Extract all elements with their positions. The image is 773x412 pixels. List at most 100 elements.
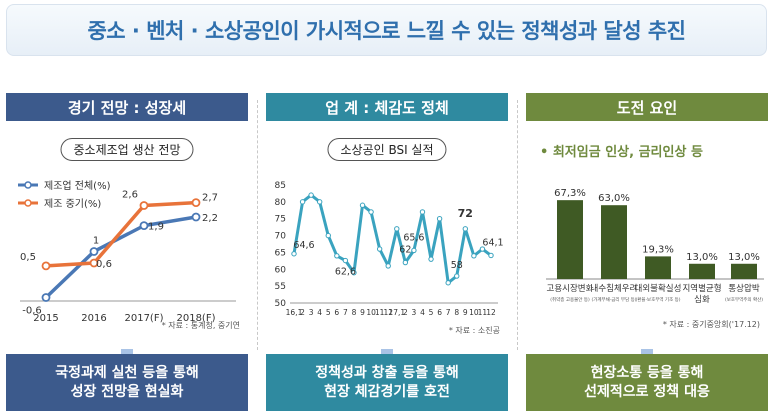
category-label: 내수침체우려 — [591, 283, 638, 294]
data-point — [445, 280, 451, 286]
data-point — [299, 199, 306, 205]
category-label: 지역별균형 — [682, 283, 721, 294]
data-point — [334, 253, 340, 259]
legend-marker — [24, 199, 32, 207]
bar-value-label: 13,0% — [686, 252, 718, 263]
bar — [645, 256, 671, 279]
column-header: 경기 전망 : 성장세 — [6, 93, 248, 121]
data-point — [488, 252, 494, 259]
y-tick-label: 70 — [275, 232, 287, 242]
data-point — [291, 251, 297, 257]
column-header: 업 계 : 체감도 정체 — [266, 93, 508, 121]
data-point — [89, 247, 99, 256]
bar — [601, 205, 627, 279]
source-note: * 자료 : 중기중앙회('17.12) — [662, 320, 760, 329]
category-sublabel: (환율·보호무역 기조 등) — [635, 296, 680, 303]
data-point — [402, 259, 409, 266]
x-tick-label: 2 — [300, 308, 305, 317]
bar-value-label: 19,3% — [642, 244, 674, 255]
x-tick-label: 3 — [412, 308, 417, 317]
data-label: 0,5 — [20, 252, 36, 263]
data-label: 64,1 — [482, 237, 503, 248]
data-point — [139, 201, 149, 210]
legend-marker — [24, 181, 32, 189]
x-tick-label: 6 — [334, 308, 339, 317]
x-tick-label: 3 — [309, 308, 314, 317]
data-label: 64,6 — [293, 240, 314, 251]
y-tick-label: 65 — [275, 248, 286, 258]
data-point — [351, 269, 357, 276]
data-label: 2,2 — [202, 213, 218, 224]
data-point — [394, 226, 400, 232]
footer-line: 성장 전망을 현실화 — [70, 383, 184, 400]
chart-title-pill: 소상공인 BSI 실적 — [327, 138, 447, 161]
x-tick-label: 4 — [420, 308, 425, 317]
data-label: 0,6 — [96, 259, 112, 270]
production-outlook-chart: 제조업 전체(%) 제조 중기(%) 2015 2016 2017(F) 2018(F) -… — [18, 179, 236, 324]
x-tick-label: 5 — [429, 308, 434, 317]
legend-label: 제조 중기(%) — [44, 198, 101, 210]
data-point — [479, 246, 486, 252]
column-industry: 업 계 : 체감도 정체 소상공인 BSI 실적 50 55 60 65 70 75 80 8… — [266, 93, 508, 411]
data-label: 58 — [451, 260, 463, 271]
x-tick-label: 6 — [437, 308, 442, 317]
x-tick-label: 16,1 — [286, 308, 303, 317]
bsi-line — [292, 193, 492, 285]
x-tick-label: 9 — [463, 308, 468, 317]
category-label: 심화 — [694, 294, 710, 305]
data-point — [316, 199, 323, 205]
bar — [557, 200, 583, 279]
footer-line: 국정과제 실천 등을 통해 — [55, 364, 199, 381]
data-point — [462, 226, 469, 232]
data-point — [359, 202, 366, 208]
footer-line: 정책성과 창출 등을 통해 — [315, 364, 459, 381]
data-label: 1,9 — [148, 222, 164, 233]
bar-value-label: 13,0% — [728, 252, 760, 263]
x-tick-label: 17,1 — [388, 308, 405, 317]
column-footer: 국정과제 실천 등을 통해 성장 전망을 현실화 — [6, 354, 248, 411]
industry-panel: 소상공인 BSI 실적 50 55 60 65 70 75 80 85 16,1 2 3 4 5 6 7 8 9… — [266, 121, 508, 375]
category-sublabel: (보호무역주의 확산) — [725, 296, 763, 303]
data-label: -0,6 — [22, 306, 42, 317]
data-point — [471, 253, 477, 259]
data-point — [436, 216, 443, 222]
challenge-bullet: • 최저임금 인상, 금리인상 등 — [540, 145, 703, 160]
x-tick-label: 11 — [478, 308, 488, 317]
data-point — [376, 246, 383, 252]
column-footer: 정책성과 창출 등을 통해 현장 체감경기를 호전 — [266, 354, 508, 411]
x-tick-label: 7 — [343, 308, 348, 317]
category-label: 고용시장변화 — [547, 283, 594, 294]
y-tick-label: 60 — [275, 265, 287, 275]
data-point — [385, 263, 391, 269]
data-label: 72 — [458, 207, 473, 220]
x-tick-label: 2018(F) — [176, 313, 215, 324]
x-tick-label: 2016 — [81, 313, 106, 324]
data-point — [89, 258, 99, 268]
x-tick-label: 5 — [326, 308, 331, 317]
divider — [517, 100, 518, 350]
data-point — [454, 273, 460, 279]
data-label: 2,6 — [122, 190, 138, 201]
category-sublabel: (취약층 고용불안 등) — [550, 296, 590, 303]
series-line — [44, 215, 197, 299]
data-point — [308, 192, 314, 198]
legend-label: 제조업 전체(%) — [44, 179, 111, 192]
x-tick-label: 10 — [469, 308, 479, 317]
footer-line: 현장 체감경기를 호전 — [324, 383, 450, 400]
bar-value-label: 67,3% — [554, 188, 586, 199]
data-point — [411, 247, 417, 254]
footer-line: 선제적으로 정책 대응 — [584, 383, 710, 400]
source-note: * 자료 : 소진공 — [448, 326, 500, 335]
bar — [689, 263, 715, 279]
x-tick-label: 7 — [446, 308, 451, 317]
x-tick-label: 4 — [317, 308, 322, 317]
data-point — [191, 198, 201, 208]
data-point — [428, 256, 434, 262]
data-label: 62 — [399, 245, 411, 256]
bar-value-label: 63,0% — [598, 193, 630, 204]
x-tick-label: 10 — [366, 308, 376, 317]
data-point — [191, 212, 201, 222]
y-tick-label: 80 — [275, 198, 287, 208]
column-footer: 현장소통 등을 통해 선제적으로 정책 대응 — [526, 354, 768, 411]
